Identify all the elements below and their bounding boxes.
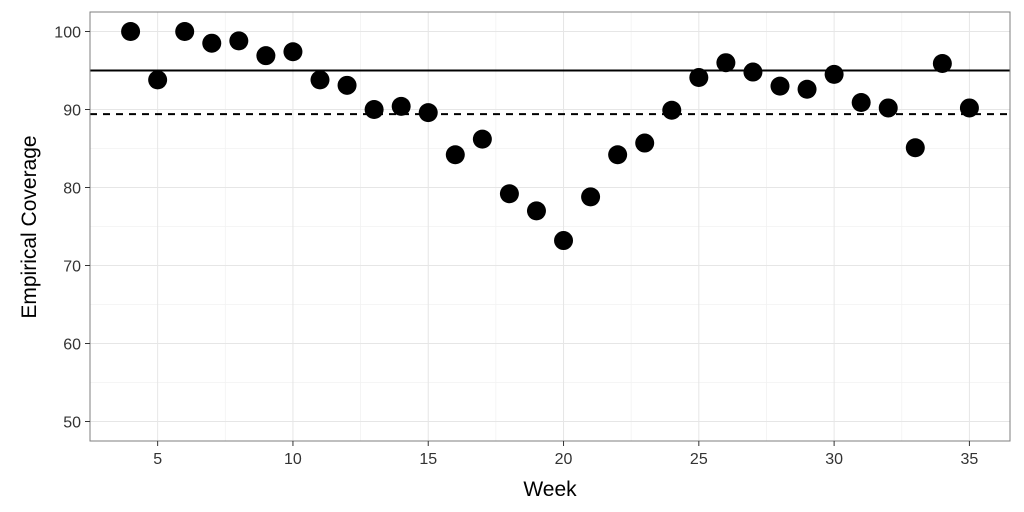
x-tick-label: 5	[153, 451, 162, 468]
data-point	[499, 184, 519, 204]
data-point	[418, 103, 438, 123]
x-tick-label: 10	[284, 451, 302, 468]
data-point	[364, 100, 384, 119]
data-point	[175, 22, 195, 41]
data-point	[148, 70, 168, 90]
y-tick-label: 100	[54, 25, 81, 42]
y-tick-label: 90	[63, 103, 81, 120]
data-point	[932, 53, 952, 73]
data-point	[662, 100, 682, 120]
y-axis-ticks: 50 60 70 80 90 100	[54, 25, 90, 432]
data-point	[256, 46, 276, 66]
data-point	[959, 98, 979, 118]
data-point	[472, 129, 492, 149]
data-point	[310, 70, 330, 90]
y-tick-label: 70	[63, 259, 81, 276]
data-point	[824, 64, 844, 84]
x-tick-label: 30	[825, 451, 843, 468]
x-tick-label: 25	[690, 451, 708, 468]
data-point	[121, 22, 141, 41]
data-point	[635, 133, 655, 153]
y-tick-label: 50	[63, 415, 81, 432]
data-point	[797, 79, 817, 99]
y-axis-title: Empirical Coverage	[18, 135, 41, 318]
data-point	[445, 145, 465, 165]
reference-lines	[90, 69, 1010, 116]
data-point	[743, 62, 763, 82]
x-tick-label: 15	[419, 451, 437, 468]
y-tick-label: 60	[63, 337, 81, 354]
data-point	[283, 42, 303, 62]
data-point	[770, 76, 790, 96]
x-axis-ticks: 5 10 15 20 25 30 35	[153, 441, 978, 468]
data-point	[554, 231, 574, 251]
y-tick-label: 80	[63, 181, 81, 198]
data-points	[121, 22, 979, 251]
data-point	[337, 75, 357, 95]
data-point	[689, 68, 709, 88]
data-point	[391, 96, 411, 116]
plot-panel-border	[89, 11, 1011, 442]
x-axis-title: Week	[523, 478, 577, 501]
data-point	[716, 53, 736, 73]
data-point	[851, 92, 871, 112]
data-point	[202, 33, 222, 53]
x-tick-label: 35	[961, 451, 979, 468]
data-point	[229, 31, 249, 51]
data-point	[878, 98, 898, 118]
x-tick-label: 20	[555, 451, 573, 468]
data-point	[526, 201, 546, 221]
data-point	[608, 145, 628, 165]
data-point	[581, 187, 601, 207]
data-point	[905, 138, 925, 158]
